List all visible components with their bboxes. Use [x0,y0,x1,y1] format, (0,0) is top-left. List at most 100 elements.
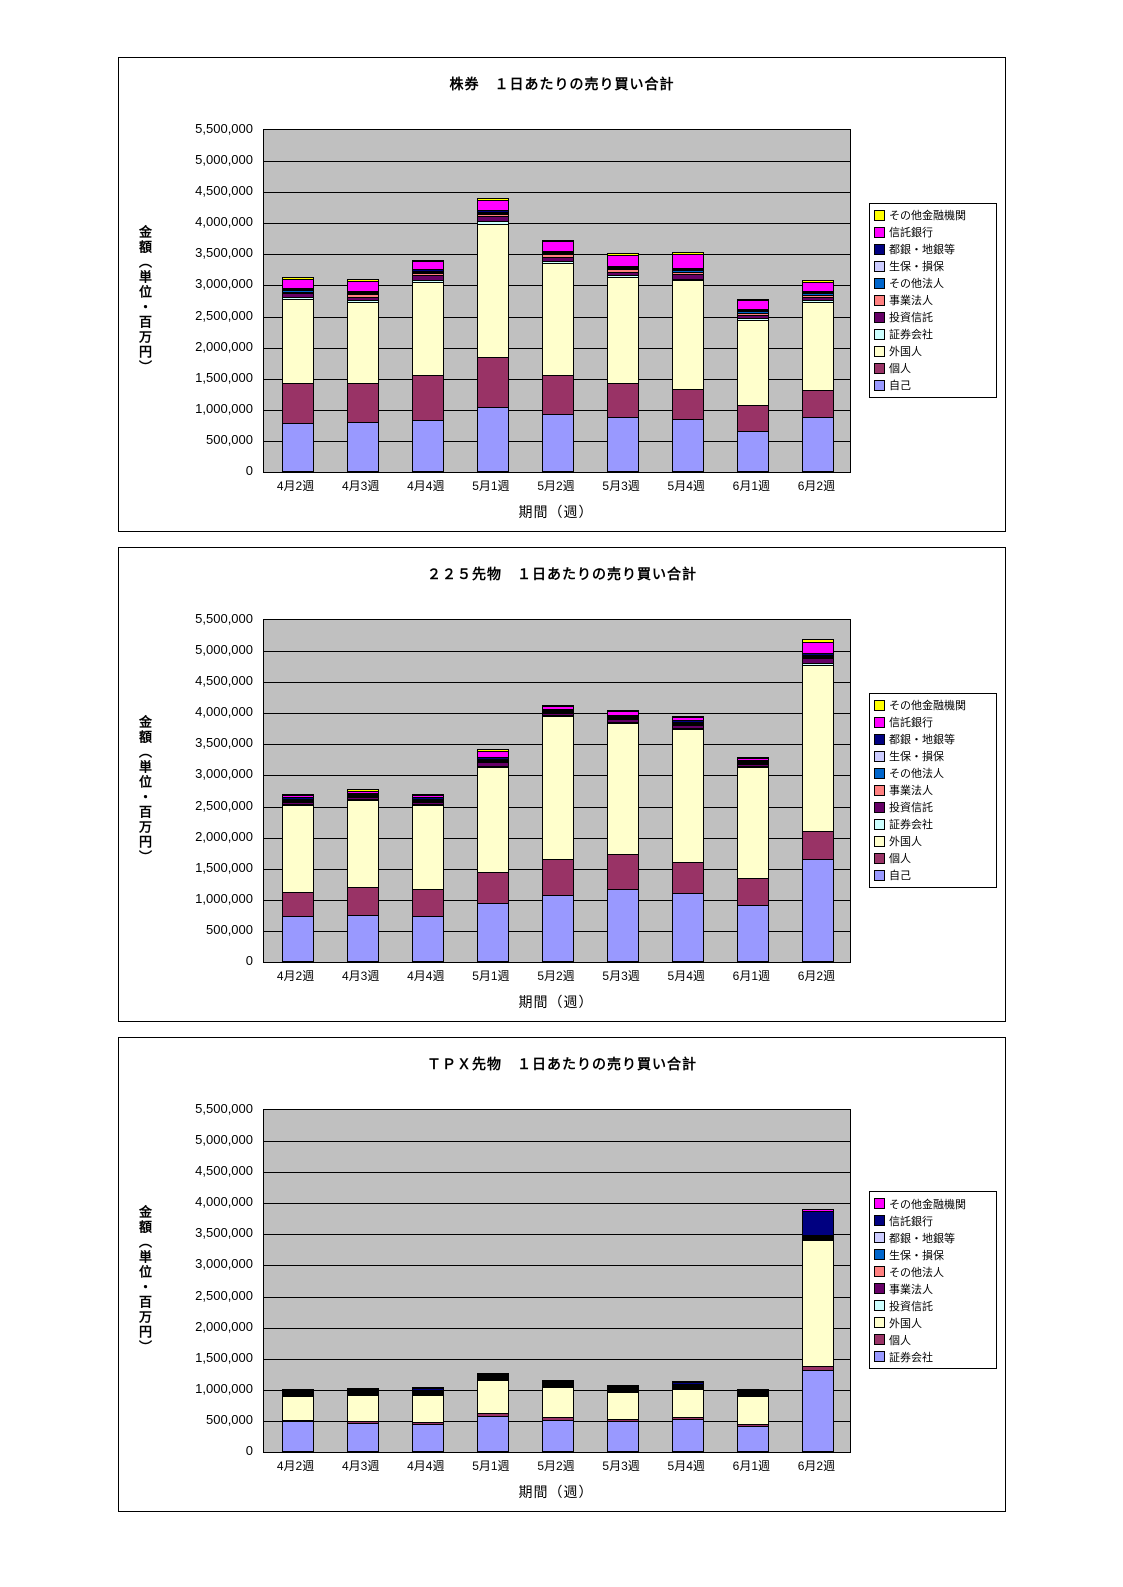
bar-segment-個人 [803,1367,834,1372]
y-axis-title: 金額（単位・百万円） [137,715,152,865]
bar-segment-その他法人 [412,800,443,802]
bar-segment-事業法人 [347,1393,378,1395]
legend-swatch [874,277,885,289]
bar-segment-都銀・地銀等 [738,310,769,312]
gridline [264,651,850,653]
gridline [264,682,850,684]
bar-segment-信託銀行 [543,1382,573,1384]
legend-label: 外国人 [889,346,922,358]
bar-segment-証券会社 [803,664,834,666]
bar-segment-個人 [477,873,508,904]
x-tick-label: 6月1週 [732,1459,770,1473]
legend-swatch [874,733,885,745]
bar-segment-その他法人 [738,763,769,765]
bar-segment-その他法人 [673,271,704,273]
bar-segment-事業法人 [412,801,443,803]
bar-segment-生保・損保 [477,212,508,214]
bar-segment-生保・損保 [803,1236,834,1238]
bar-segment-その他法人 [477,760,508,762]
bar-segment-外国人 [673,1389,704,1418]
gridline [264,1327,850,1329]
y-tick-label: 4,000,000 [195,704,253,720]
legend-swatch [874,767,885,779]
legend-label: 都銀・地銀等 [889,244,955,256]
stacked-bar-5月1週 [476,1372,509,1452]
bar-segment-個人 [803,832,834,861]
bar-segment-その他法人 [282,800,313,802]
bar-segment-証券会社 [673,1419,704,1451]
bar-segment-外国人 [543,1388,573,1419]
bar-segment-投資信託 [673,275,704,280]
y-tick-label: 2,000,000 [195,828,253,844]
bar-segment-証券会社 [608,276,639,279]
bar-segment-投資信託 [543,713,573,717]
bar-segment-都銀・地銀等 [608,266,639,268]
bar-segment-外国人 [803,303,834,392]
bar-segment-個人 [543,375,573,416]
bar-segment-都銀・地銀等 [803,292,834,294]
bar-segment-証券会社 [738,767,769,769]
bar-segment-信託銀行 [282,796,313,799]
stacked-bar-5月3週 [607,253,640,472]
legend-label: 投資信託 [889,1300,933,1313]
bar-segment-投資信託 [738,765,769,768]
bar-segment-外国人 [282,805,313,893]
y-axis-title: 金額（単位・百万円） [137,225,152,375]
x-axis-title: 期間（週） [518,1484,594,1500]
bar-segment-都銀・地銀等 [282,1391,313,1393]
gridline [264,161,850,163]
legend-swatch [874,818,885,830]
legend-swatch [874,1283,885,1294]
bar-segment-自己 [543,415,573,471]
bar-segment-生保・損保 [282,1392,313,1394]
gridline [264,1358,850,1360]
bar-segment-外国人 [477,767,508,874]
y-axis-title: 金額（単位・百万円） [137,1205,152,1355]
legend-item: 個人 [872,1331,994,1348]
legend-item: 証券会社 [872,816,994,833]
bar-segment-その他金融機関 [543,240,573,243]
bar-segment-自己 [477,407,508,471]
bar-segment-生保・損保 [608,717,639,719]
legend-item: 投資信託 [872,799,994,816]
x-tick-label: 6月2週 [797,479,836,493]
bar-segment-その他法人 [543,1385,573,1387]
stacked-bar-6月1週 [737,1388,770,1452]
bar-segment-その他金融機関 [477,749,508,753]
bar-segment-その他法人 [608,268,639,271]
bar-segment-個人 [673,390,704,421]
legend-label: 自己 [889,870,911,882]
legend-item: 信託銀行 [872,1212,994,1229]
bar-segment-都銀・地銀等 [412,1390,443,1392]
stacked-bar-5月4週 [672,1380,705,1452]
legend-label: その他法人 [889,768,944,780]
bar-segment-事業法人 [608,270,639,273]
bar-segment-信託銀行 [347,282,378,292]
x-tick-label: 4月3週 [341,479,380,493]
chart-panel-tpx-futures: ＴＰＸ先物 １日あたりの売り買い合計 金額（単位・百万円） 5,500,000 5… [118,1037,1006,1512]
x-tick-label: 5月4週 [667,1459,705,1473]
y-tick-label: 3,500,000 [195,245,253,261]
bar-segment-事業法人 [412,273,443,277]
bar-segment-その他金融機関 [477,198,508,201]
bar-segment-その他金融機関 [347,280,378,283]
gridline [264,1265,850,1267]
y-tick-label: 3,500,000 [195,735,253,751]
y-tick-label: 4,500,000 [195,183,253,199]
bar-segment-信託銀行 [347,791,378,795]
bar-segment-事業法人 [477,761,508,763]
bar-segment-個人 [608,855,639,890]
bar-segment-投資信託 [412,802,443,805]
legend-swatch [874,835,885,847]
bar-segment-生保・損保 [673,270,704,272]
stacked-bar-5月4週 [672,252,705,472]
legend-label: 自己 [889,380,911,392]
bar-segment-生保・損保 [673,723,704,725]
bar-segment-外国人 [803,1241,834,1368]
bar-segment-事業法人 [738,764,769,766]
bar-segment-外国人 [282,300,313,384]
stacked-bar-5月2週 [542,239,574,472]
bar-segment-個人 [282,383,313,425]
bar-segment-投資信託 [803,1239,834,1242]
legend-swatch [874,699,885,711]
